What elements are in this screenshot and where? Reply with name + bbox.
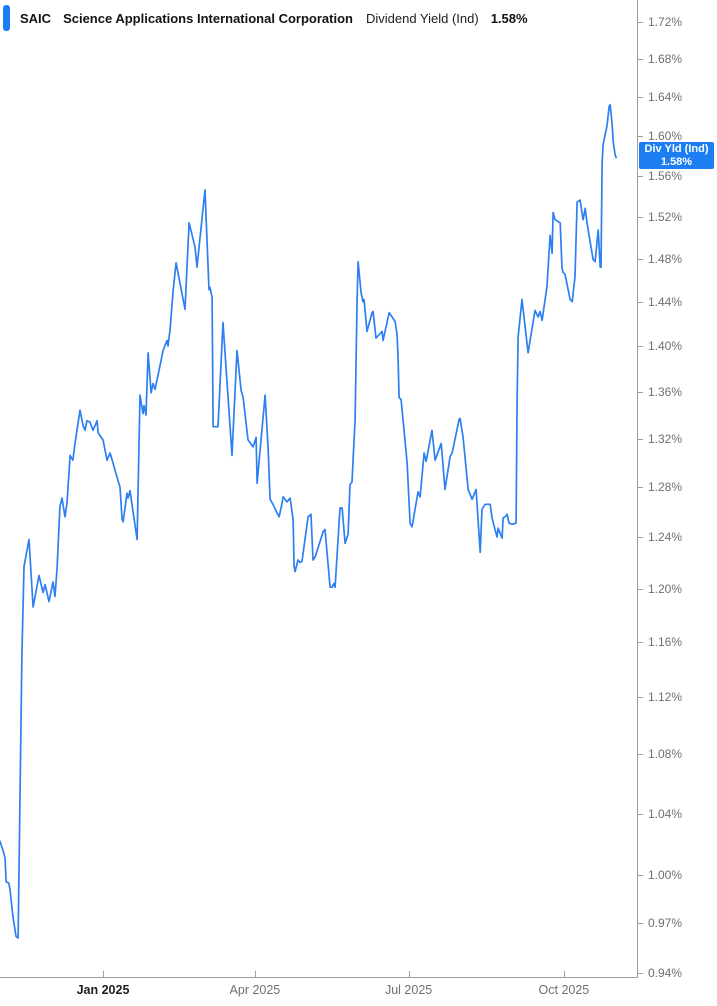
y-axis-tick — [638, 216, 643, 218]
y-axis-tick — [638, 135, 643, 137]
y-axis-label: 1.16% — [648, 634, 683, 649]
y-axis-tick — [638, 22, 643, 24]
x-axis-label: Oct 2025 — [538, 983, 590, 997]
x-axis-label: Jan 2025 — [76, 983, 130, 997]
ticker-symbol: SAIC — [20, 10, 52, 26]
y-axis-label: 1.08% — [648, 747, 683, 762]
y-axis-tick — [638, 641, 643, 643]
metric-name: Dividend Yield (Ind) — [365, 10, 479, 26]
y-axis-tick — [638, 487, 643, 488]
y-axis-tick — [638, 537, 643, 538]
y-axis-label: 1.44% — [648, 294, 683, 309]
y-axis-tick — [638, 301, 643, 303]
y-axis-tick — [638, 754, 643, 756]
y-axis-label: 1.64% — [648, 90, 683, 104]
x-axis-tick — [103, 971, 104, 977]
series-accent-bar — [3, 5, 10, 31]
y-axis-label: 1.68% — [648, 52, 683, 67]
y-axis-tick — [638, 972, 643, 974]
y-axis-tick — [638, 813, 643, 815]
yield-line-chart — [0, 103, 617, 939]
y-axis-label: 1.56% — [648, 168, 683, 183]
chart-header: SAIC Science Applications International … — [3, 5, 528, 31]
dividend-yield-line — [0, 103, 617, 939]
y-axis-label: 1.40% — [648, 339, 683, 353]
y-axis-label: 1.60% — [648, 128, 683, 143]
y-axis-label: 1.52% — [648, 209, 683, 224]
y-axis-label: 1.20% — [648, 581, 683, 596]
x-axis-label: Jul 2025 — [384, 983, 433, 997]
y-axis-label: 1.12% — [648, 690, 683, 705]
y-axis-tick — [638, 875, 643, 877]
y-axis-tick — [638, 175, 643, 177]
x-axis-tick — [563, 971, 565, 977]
y-axis-tick — [638, 923, 643, 925]
plot-area[interactable] — [0, 0, 637, 977]
y-axis-label: 1.04% — [648, 806, 683, 821]
badge-value-label: 1.58% — [660, 155, 693, 168]
company-name: Science Applications International Corpo… — [63, 10, 353, 26]
x-axis-label: Apr 2025 — [229, 983, 281, 997]
y-axis-label: 1.48% — [648, 251, 683, 266]
y-axis-tick — [638, 97, 643, 98]
y-axis-label: 1.28% — [648, 480, 683, 494]
y-axis-tick — [638, 59, 643, 61]
y-axis-label: 1.24% — [648, 530, 683, 544]
x-axis-tick — [254, 971, 256, 977]
current-value: 1.58% — [490, 10, 528, 26]
x-axis: Jan 2025 Apr 2025 Jul 2025 Oct 2025 — [0, 971, 638, 1006]
badge-metric-label: Div Yld (Ind) — [644, 142, 709, 155]
y-axis-tick — [638, 391, 643, 393]
y-axis-tick — [638, 438, 643, 440]
y-axis-label: 0.97% — [648, 916, 683, 931]
y-axis-label: 1.00% — [648, 868, 683, 883]
x-axis-tick — [408, 971, 410, 977]
y-axis-label: 1.72% — [648, 15, 683, 30]
y-axis-tick — [638, 588, 643, 590]
y-axis: Div Yld (Ind) 1.58% 1.72% 1.68% 1.64% 1.60%… — [637, 0, 717, 980]
y-axis-label: 1.32% — [648, 431, 683, 446]
y-axis-tick — [638, 258, 643, 260]
y-axis-tick — [638, 346, 643, 347]
y-axis-label: 1.36% — [648, 384, 683, 399]
current-value-badge: Div Yld (Ind) 1.58% — [639, 142, 714, 170]
y-axis-label: 0.94% — [648, 965, 683, 980]
y-axis-tick — [638, 697, 643, 699]
